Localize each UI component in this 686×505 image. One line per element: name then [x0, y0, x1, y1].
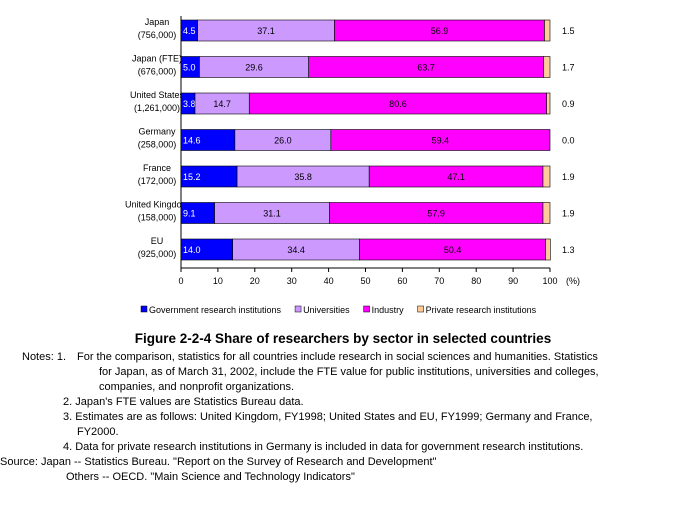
category-count-label: (925,000) [138, 249, 177, 259]
bar-value-label: 14.0 [183, 245, 201, 255]
note-3: 3. Estimates are as follows: United King… [22, 410, 682, 425]
bar-value-label: 34.4 [287, 245, 305, 255]
bar-value-label: 1.7 [562, 63, 575, 73]
source-line-2: Others -- OECD. "Main Science and Techno… [0, 470, 660, 485]
bar-value-label: 63.7 [417, 63, 435, 73]
note-2: 2. Japan's FTE values are Statistics Bur… [22, 395, 682, 410]
bar-value-label: 1.3 [562, 245, 575, 255]
bar-segment [545, 238, 551, 261]
source-1: Japan -- Statistics Bureau. "Report on t… [40, 456, 437, 468]
note-1-line-2: for Japan, as of March 31, 2002, include… [99, 366, 599, 378]
legend-swatch [294, 305, 302, 313]
x-tick-label: 10 [213, 276, 223, 286]
x-tick-label: 50 [360, 276, 370, 286]
bar-value-label: 31.1 [263, 209, 281, 219]
bar-segment [544, 19, 551, 42]
x-tick-label: 100 [542, 276, 557, 286]
note-1-line-1: For the comparison, statistics for all c… [77, 351, 598, 363]
bar-value-label: 57.9 [427, 209, 445, 219]
stacked-bar-chart: 0 10 20 30 40 50 60 70 80 90 100 (%) Japan (756,000) 4… [125, 16, 580, 315]
figure-title: Figure 2-2-4 Share of researchers by sec… [134, 331, 552, 346]
legend-label: Government research institutions [149, 305, 282, 315]
legend-swatch [363, 305, 370, 313]
bar-value-label: 15.2 [183, 172, 201, 182]
bar-value-label: 37.1 [257, 26, 275, 36]
notes-head: Notes: 1. [22, 351, 67, 363]
bar-segment [542, 165, 551, 188]
bar-value-label: 1.5 [562, 26, 575, 36]
bar-value-label: 1.9 [562, 209, 575, 219]
note-3-cont: FY2000. [22, 425, 682, 440]
category-label: United Kingdom [125, 200, 189, 210]
legend-swatch [140, 305, 148, 313]
x-tick-label: 70 [434, 276, 444, 286]
bar-value-label: 80.6 [389, 99, 407, 109]
bar-segment [543, 56, 551, 78]
bar-segment [330, 129, 551, 151]
x-tick-label: 30 [287, 276, 297, 286]
category-label: EU [151, 236, 164, 246]
notes-block: Notes: 1. For the comparison, statistics… [0, 350, 682, 485]
bar-value-label: 5.0 [183, 63, 196, 73]
bar-value-label: 0.0 [562, 136, 575, 146]
note-4-text: 4. Data for private research institution… [63, 441, 584, 453]
note-3-line-2: FY2000. [77, 426, 119, 438]
x-tick-label: 20 [250, 276, 260, 286]
bar-value-label: 50.4 [444, 245, 462, 255]
note-1-line-3: companies, and nonprofit organizations. [99, 381, 295, 393]
bar-value-label: 9.1 [183, 209, 196, 219]
category-count-label: (258,000) [138, 140, 177, 150]
bar-value-label: 4.5 [183, 26, 196, 36]
category-count-label: (158,000) [138, 213, 177, 223]
category-label: United States [130, 90, 185, 100]
source-2: Others -- OECD. "Main Science and Techno… [66, 471, 355, 483]
bar-segment [546, 92, 551, 115]
x-tick-label: 80 [471, 276, 481, 286]
note-1-cont-3: companies, and nonprofit organizations. [22, 380, 682, 395]
legend-swatch [417, 305, 424, 313]
legend-label: Private research institutions [426, 305, 537, 315]
category-label: Germany [138, 127, 176, 137]
bar-value-label: 59.4 [432, 136, 450, 146]
category-label: France [143, 163, 171, 173]
note-3-line-1: 3. Estimates are as follows: United King… [63, 411, 593, 423]
category-label: Japan (FTE) [132, 54, 182, 64]
bar-value-label: 14.7 [213, 99, 231, 109]
bar-value-label: 56.9 [431, 26, 449, 36]
note-1-cont-2: for Japan, as of March 31, 2002, include… [22, 365, 682, 380]
bar-value-label: 0.9 [562, 99, 575, 109]
legend-label: Industry [372, 305, 405, 315]
note-4: 4. Data for private research institution… [22, 440, 682, 455]
category-count-label: (756,000) [138, 30, 177, 40]
bar-value-label: 29.6 [245, 63, 263, 73]
bar-value-label: 26.0 [274, 136, 292, 146]
x-tick-label: 0 [178, 276, 183, 286]
category-count-label: (172,000) [138, 176, 177, 186]
bar-segment [542, 202, 551, 224]
bar-value-label: 3.8 [183, 99, 196, 109]
x-tick-label: 40 [324, 276, 334, 286]
category-label: Japan [145, 17, 170, 27]
x-unit-label: (%) [566, 276, 580, 286]
category-count-label: (676,000) [138, 67, 177, 77]
bar-value-label: 35.8 [294, 172, 312, 182]
bar-value-label: 14.6 [183, 136, 201, 146]
source-line: Source: Japan -- Statistics Bureau. "Rep… [0, 455, 660, 470]
x-tick-label: 60 [397, 276, 407, 286]
bar-value-label: 47.1 [447, 172, 465, 182]
x-tick-label: 90 [508, 276, 518, 286]
legend-label: Universities [303, 305, 350, 315]
note-2-text: 2. Japan's FTE values are Statistics Bur… [63, 396, 304, 408]
bar-value-label: 1.9 [562, 172, 575, 182]
category-count-label: (1,261,000) [134, 103, 180, 113]
note-1: Notes: 1. For the comparison, statistics… [22, 350, 682, 365]
source-head: Source: [0, 456, 38, 468]
